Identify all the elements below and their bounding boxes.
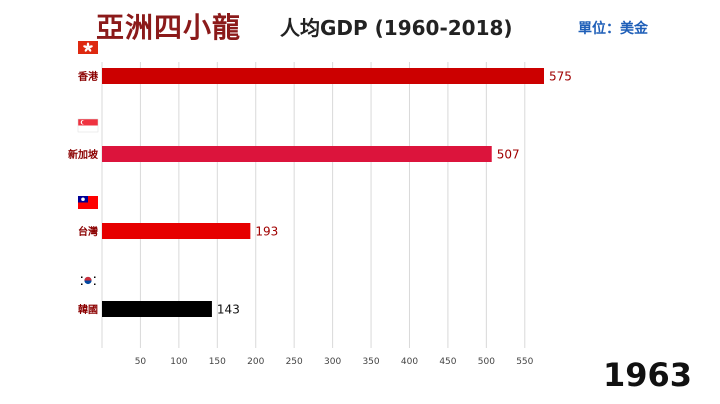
bar-group: 香港 575 [78,41,572,84]
bar [102,223,251,239]
value-label: 507 [497,148,520,162]
bar [102,68,544,84]
bar-group: 台灣 193 [78,196,278,239]
x-tick-label: 100 [170,357,187,367]
tick-layer: 50 100 150 200 250 300 350 400 450 500 550 [135,357,534,367]
flag-petal [83,45,88,49]
category-label: 台灣 [78,225,98,238]
flag-border [77,118,99,133]
x-tick-label: 200 [247,357,264,367]
x-tick-label: 50 [135,357,147,367]
bar [102,301,212,317]
x-tick-label: 350 [362,357,379,367]
bar-group: 韓國 143 [78,274,240,317]
hong-kong-flag-icon [78,41,98,54]
flag-petal [87,47,92,52]
value-label: 575 [549,70,572,84]
bar-group: 新加坡 507 [68,118,520,162]
x-tick-label: 150 [209,357,226,367]
bar-layer: 香港 575 新加坡 507 台灣 193 韓國 143 [68,41,572,317]
unit-label: 單位：美金 [578,21,648,37]
south-korea-flag-icon [78,274,98,287]
flag-taegeuk-red [84,276,92,281]
taiwan-flag-icon [78,196,98,209]
x-tick-label: 500 [478,357,495,367]
value-label: 143 [217,303,240,317]
value-label: 193 [255,225,278,239]
x-tick-label: 550 [516,357,533,367]
category-label: 新加坡 [68,148,99,161]
flag-bottom-band [78,125,98,132]
x-tick-label: 450 [439,357,456,367]
flag-petal [84,47,89,52]
chart-subtitle: 人均GDP (1960-2018) [280,16,513,40]
flag-trigram [94,283,96,285]
flag-trigram [81,276,83,278]
flag-crescent-cut [81,120,87,125]
main-title: 亞洲四小龍 [96,11,242,44]
flag-petal [88,45,93,49]
flag-petal [86,42,90,48]
x-tick-label: 300 [324,357,341,367]
flag-trigram [94,276,96,278]
flag-trigram [81,283,83,285]
bar [102,146,492,162]
flag-sun [81,197,85,202]
x-tick-label: 400 [401,357,418,367]
x-tick-label: 250 [286,357,303,367]
flag-field [78,41,98,54]
category-label: 香港 [78,70,99,83]
year-label: 1963 [602,356,692,394]
flag-top-band [78,119,98,126]
singapore-flag-icon [77,118,99,133]
category-label: 韓國 [78,303,98,316]
grid-layer [101,62,526,348]
